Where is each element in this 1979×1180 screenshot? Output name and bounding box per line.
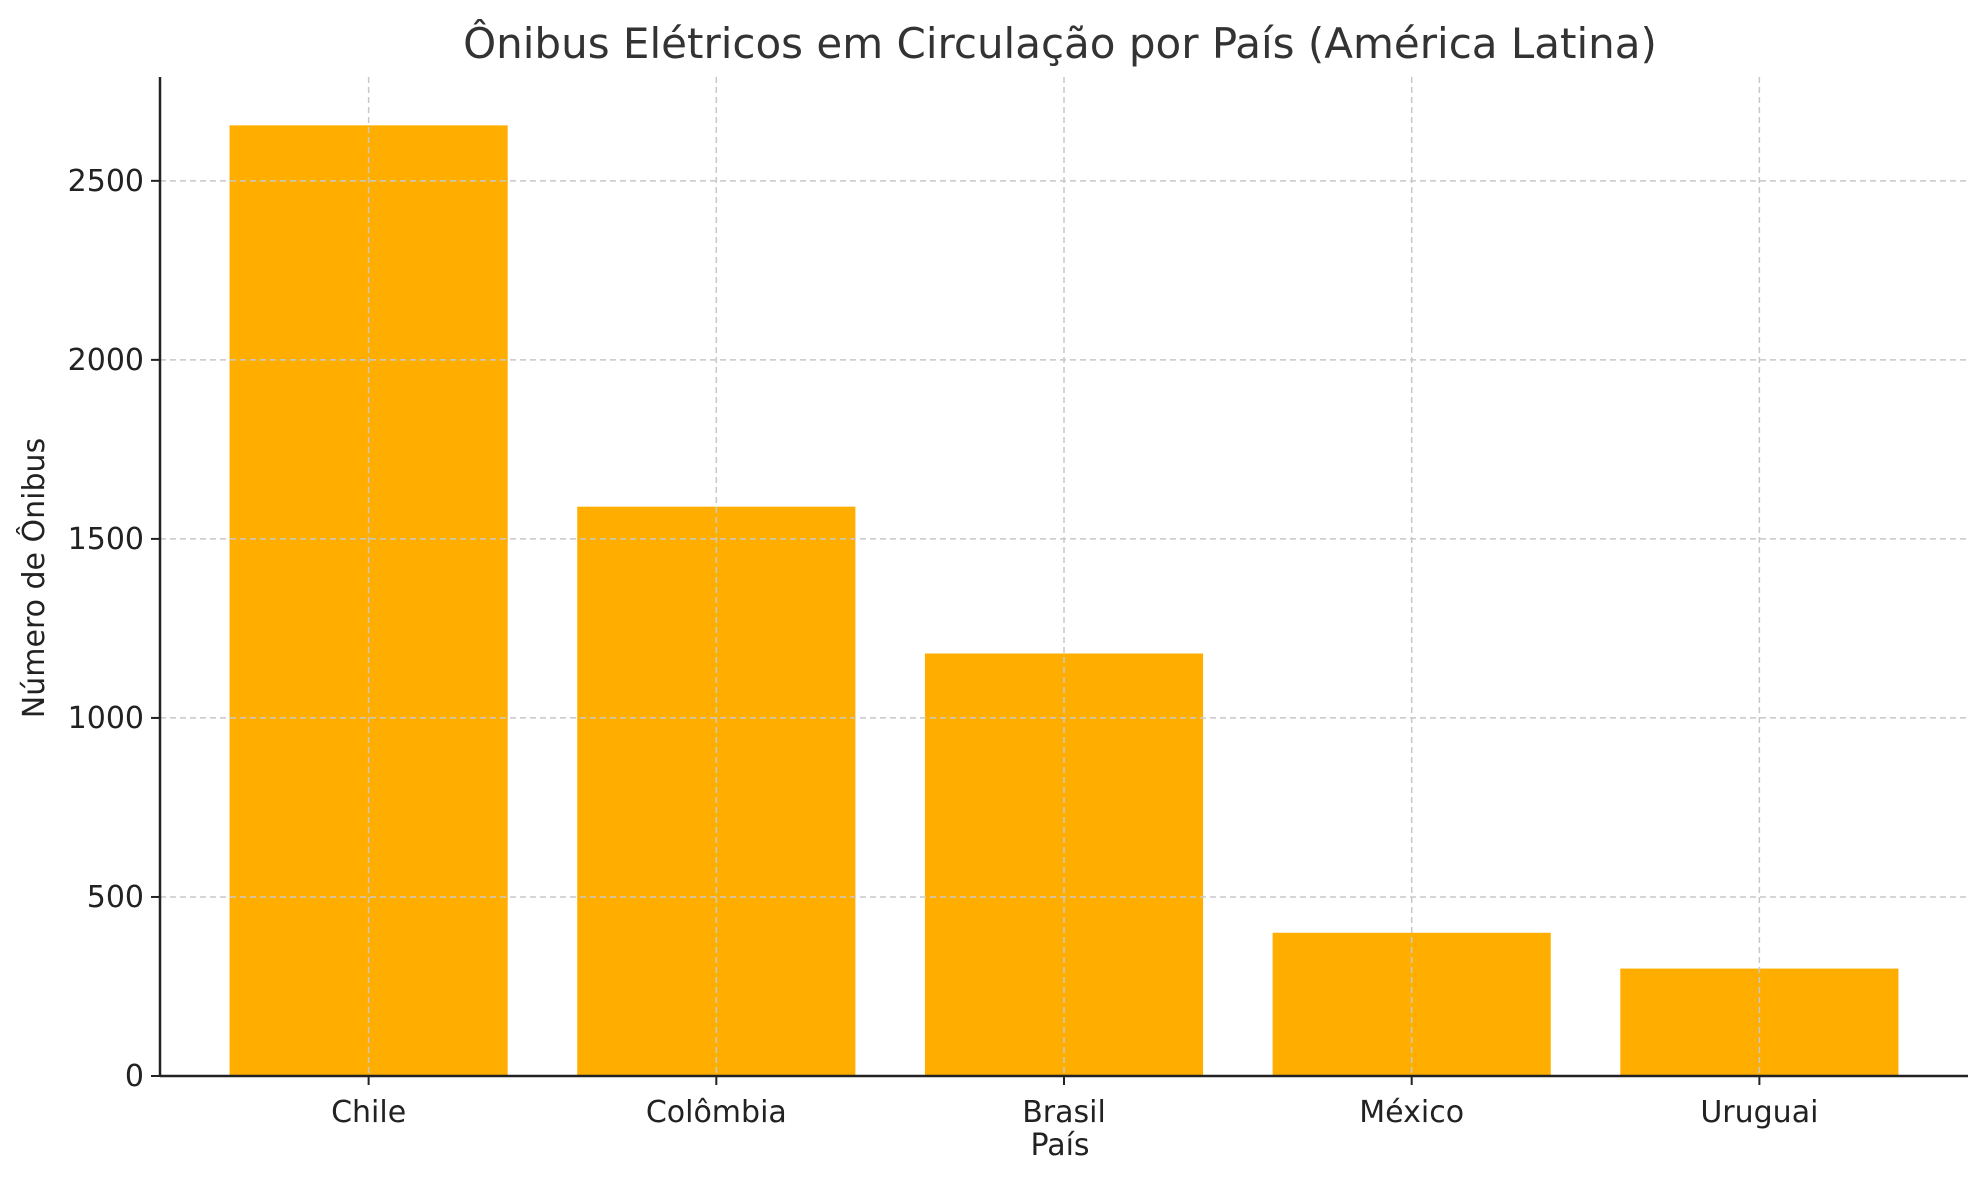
y-tick-label: 500 — [87, 880, 144, 915]
x-tick-label: Chile — [331, 1095, 406, 1130]
x-tick-label: México — [1359, 1095, 1464, 1130]
y-axis-label: Número de Ônibus — [15, 438, 52, 718]
y-tick-label: 1000 — [68, 701, 144, 736]
y-tick-label: 2000 — [68, 343, 144, 378]
bar-brasil — [924, 653, 1204, 1076]
y-tick-label: 1500 — [68, 522, 144, 557]
chart-title: Ônibus Elétricos em Circulação por País … — [463, 18, 1657, 68]
y-tick-label: 0 — [125, 1059, 144, 1094]
y-tick-label: 2500 — [68, 164, 144, 199]
x-tick-label: Colômbia — [646, 1095, 787, 1130]
x-tick-label: Uruguai — [1700, 1095, 1818, 1130]
x-axis-label: País — [1030, 1128, 1089, 1163]
ticks-layer: 0 500 1000 1500 2000 2500 Chile Colômbia Brasil M… — [68, 164, 1819, 1130]
bar-mexico — [1272, 932, 1551, 1076]
grid-layer — [160, 77, 1968, 1076]
x-tick-label: Brasil — [1022, 1095, 1106, 1130]
